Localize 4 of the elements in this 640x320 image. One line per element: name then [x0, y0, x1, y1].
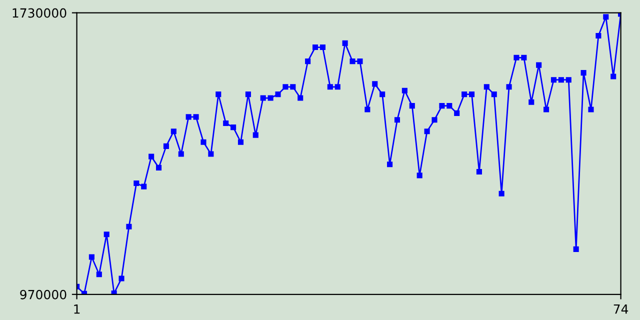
x-tick-label: 1 [74, 304, 80, 314]
y-tick-label: 970000 [20, 290, 66, 300]
y-tick-label: 1730000 [12, 8, 66, 18]
x-tick-label: 74 [614, 304, 628, 314]
